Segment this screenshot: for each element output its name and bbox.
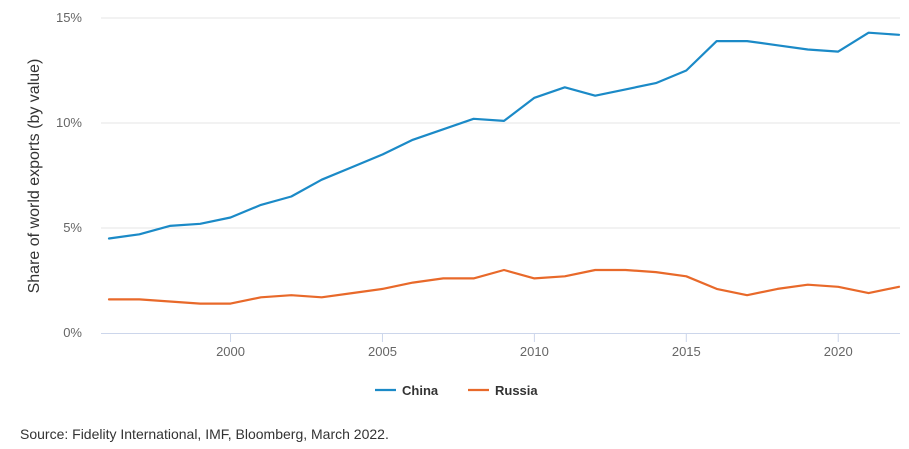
x-tick-label: 2010: [520, 344, 549, 359]
y-axis-ticks: 0% 5% 10% 15%: [56, 10, 82, 340]
legend-label: Russia: [495, 383, 538, 398]
source-note: Source: Fidelity International, IMF, Blo…: [20, 426, 389, 442]
series-line-china: [107, 31, 901, 240]
y-axis-title: Share of world exports (by value): [26, 59, 43, 294]
x-tick-label: 2005: [368, 344, 397, 359]
x-tick-label: 2020: [824, 344, 853, 359]
y-tick-label: 10%: [56, 115, 82, 130]
legend-label: China: [402, 383, 439, 398]
series-line-russia: [107, 268, 901, 305]
series-lines: [107, 31, 901, 305]
legend-item-russia[interactable]: Russia: [468, 383, 538, 398]
legend[interactable]: China Russia: [375, 383, 538, 398]
x-tick-label: 2015: [672, 344, 701, 359]
line-chart: 0% 5% 10% 15% 2000 2005 2010 2015 2020 Share of…: [26, 10, 901, 398]
legend-item-china[interactable]: China: [375, 383, 439, 398]
y-tick-label: 0%: [63, 325, 82, 340]
x-tick-label: 2000: [216, 344, 245, 359]
gridlines: [101, 17, 900, 229]
x-axis-ticks: 2000 2005 2010 2015 2020: [216, 333, 853, 359]
y-tick-label: 15%: [56, 10, 82, 25]
y-tick-label: 5%: [63, 220, 82, 235]
